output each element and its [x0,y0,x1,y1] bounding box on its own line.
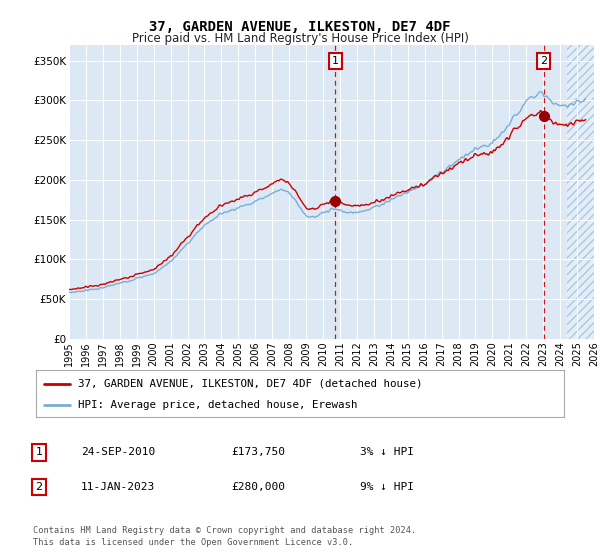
Text: 9% ↓ HPI: 9% ↓ HPI [360,482,414,492]
Text: 24-SEP-2010: 24-SEP-2010 [81,447,155,458]
Text: 2: 2 [35,482,43,492]
Text: £280,000: £280,000 [231,482,285,492]
Text: 37, GARDEN AVENUE, ILKESTON, DE7 4DF (detached house): 37, GARDEN AVENUE, ILKESTON, DE7 4DF (de… [78,379,423,389]
Text: Price paid vs. HM Land Registry's House Price Index (HPI): Price paid vs. HM Land Registry's House … [131,32,469,45]
Text: 1: 1 [332,56,339,66]
Text: 11-JAN-2023: 11-JAN-2023 [81,482,155,492]
Text: £173,750: £173,750 [231,447,285,458]
Text: HPI: Average price, detached house, Erewash: HPI: Average price, detached house, Erew… [78,400,358,410]
Text: 37, GARDEN AVENUE, ILKESTON, DE7 4DF: 37, GARDEN AVENUE, ILKESTON, DE7 4DF [149,20,451,34]
Text: 2: 2 [540,56,547,66]
Text: 3% ↓ HPI: 3% ↓ HPI [360,447,414,458]
Text: Contains HM Land Registry data © Crown copyright and database right 2024.
This d: Contains HM Land Registry data © Crown c… [33,526,416,547]
Text: 1: 1 [35,447,43,458]
